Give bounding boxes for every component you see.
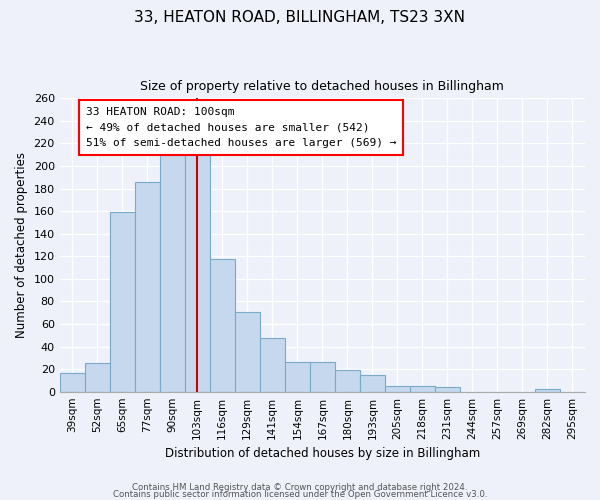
Bar <box>85 364 110 392</box>
Text: Contains HM Land Registry data © Crown copyright and database right 2024.: Contains HM Land Registry data © Crown c… <box>132 484 468 492</box>
Bar <box>335 370 360 392</box>
Bar <box>285 362 310 392</box>
Bar <box>185 148 210 392</box>
Bar <box>435 387 460 392</box>
Bar <box>410 386 435 392</box>
Title: Size of property relative to detached houses in Billingham: Size of property relative to detached ho… <box>140 80 504 93</box>
Bar <box>360 375 385 392</box>
Bar <box>110 212 135 392</box>
Bar <box>210 258 235 392</box>
X-axis label: Distribution of detached houses by size in Billingham: Distribution of detached houses by size … <box>165 447 480 460</box>
Bar <box>260 338 285 392</box>
Bar <box>160 154 185 392</box>
Bar <box>59 372 85 392</box>
Bar <box>535 390 560 392</box>
Text: Contains public sector information licensed under the Open Government Licence v3: Contains public sector information licen… <box>113 490 487 499</box>
Bar <box>310 362 335 392</box>
Bar <box>135 182 160 392</box>
Text: 33 HEATON ROAD: 100sqm
← 49% of detached houses are smaller (542)
51% of semi-de: 33 HEATON ROAD: 100sqm ← 49% of detached… <box>86 107 397 148</box>
Text: 33, HEATON ROAD, BILLINGHAM, TS23 3XN: 33, HEATON ROAD, BILLINGHAM, TS23 3XN <box>134 10 466 25</box>
Bar <box>385 386 410 392</box>
Bar <box>235 312 260 392</box>
Y-axis label: Number of detached properties: Number of detached properties <box>15 152 28 338</box>
